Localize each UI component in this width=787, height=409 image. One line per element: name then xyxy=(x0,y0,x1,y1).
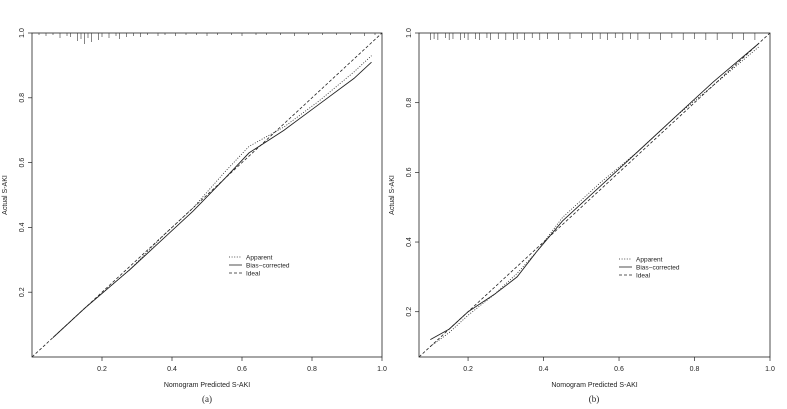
y-tick-label: 1.0 xyxy=(19,28,26,38)
x-axis-title: Nomogram Predicted S-AKI xyxy=(551,382,637,389)
y-axis-title: Actual S-AKI xyxy=(2,175,9,215)
x-tick-label: 1.0 xyxy=(765,366,775,373)
x-tick-label: 0.2 xyxy=(463,366,473,373)
series-line-bias-corrected xyxy=(430,43,759,340)
series-line-ideal xyxy=(31,32,383,358)
x-tick-label: 0.4 xyxy=(167,366,177,373)
legend-label: Apparent xyxy=(246,254,273,261)
calibration-panel-2: 0.2 0.4 0.6 0.8 1.0 0.2 0.4 0.6 0.8 1.0 Nomogram P… xyxy=(389,28,775,404)
series-line-apparent xyxy=(430,46,759,347)
y-tick-label: 0.2 xyxy=(406,307,413,317)
y-tick-label: 0.8 xyxy=(19,93,26,103)
x-axis-title: Nomogram Predicted S-AKI xyxy=(164,382,250,389)
legend-label: Bias−corrected xyxy=(246,262,290,269)
x-tick-label: 0.8 xyxy=(307,366,317,373)
y-tick-label: 0.4 xyxy=(19,222,26,232)
y-axis-title: Actual S-AKI xyxy=(389,175,396,215)
series-line-bias-corrected xyxy=(52,61,372,338)
x-tick-label: 0.6 xyxy=(614,366,624,373)
calibration-panel-1: 0.2 0.4 0.6 0.8 1.0 0.2 0.4 0.6 0.8 1.0 Nomogram P… xyxy=(2,28,387,404)
y-tick-label: 0.2 xyxy=(19,287,26,297)
x-tick-label: 0.2 xyxy=(97,366,107,373)
legend-label: Apparent xyxy=(636,256,663,263)
x-tick-label: 0.6 xyxy=(237,366,247,373)
plot-frame xyxy=(418,32,771,358)
y-tick-label: 1.0 xyxy=(406,28,413,38)
x-tick-label: 1.0 xyxy=(377,366,387,373)
panel-label: (a) xyxy=(202,394,212,404)
legend-label: Bias−corrected xyxy=(636,264,680,271)
legend-label: Ideal xyxy=(246,270,261,277)
y-tick-label: 0.6 xyxy=(19,158,26,168)
y-tick-label: 0.4 xyxy=(406,237,413,247)
y-tick-label: 0.8 xyxy=(406,98,413,108)
series-line-ideal xyxy=(418,32,771,358)
x-tick-label: 0.4 xyxy=(539,366,549,373)
legend-label: Ideal xyxy=(636,272,651,279)
panel-label: (b) xyxy=(589,394,600,404)
y-tick-label: 0.6 xyxy=(406,167,413,177)
x-tick-label: 0.8 xyxy=(690,366,700,373)
series-line-apparent xyxy=(52,55,372,338)
